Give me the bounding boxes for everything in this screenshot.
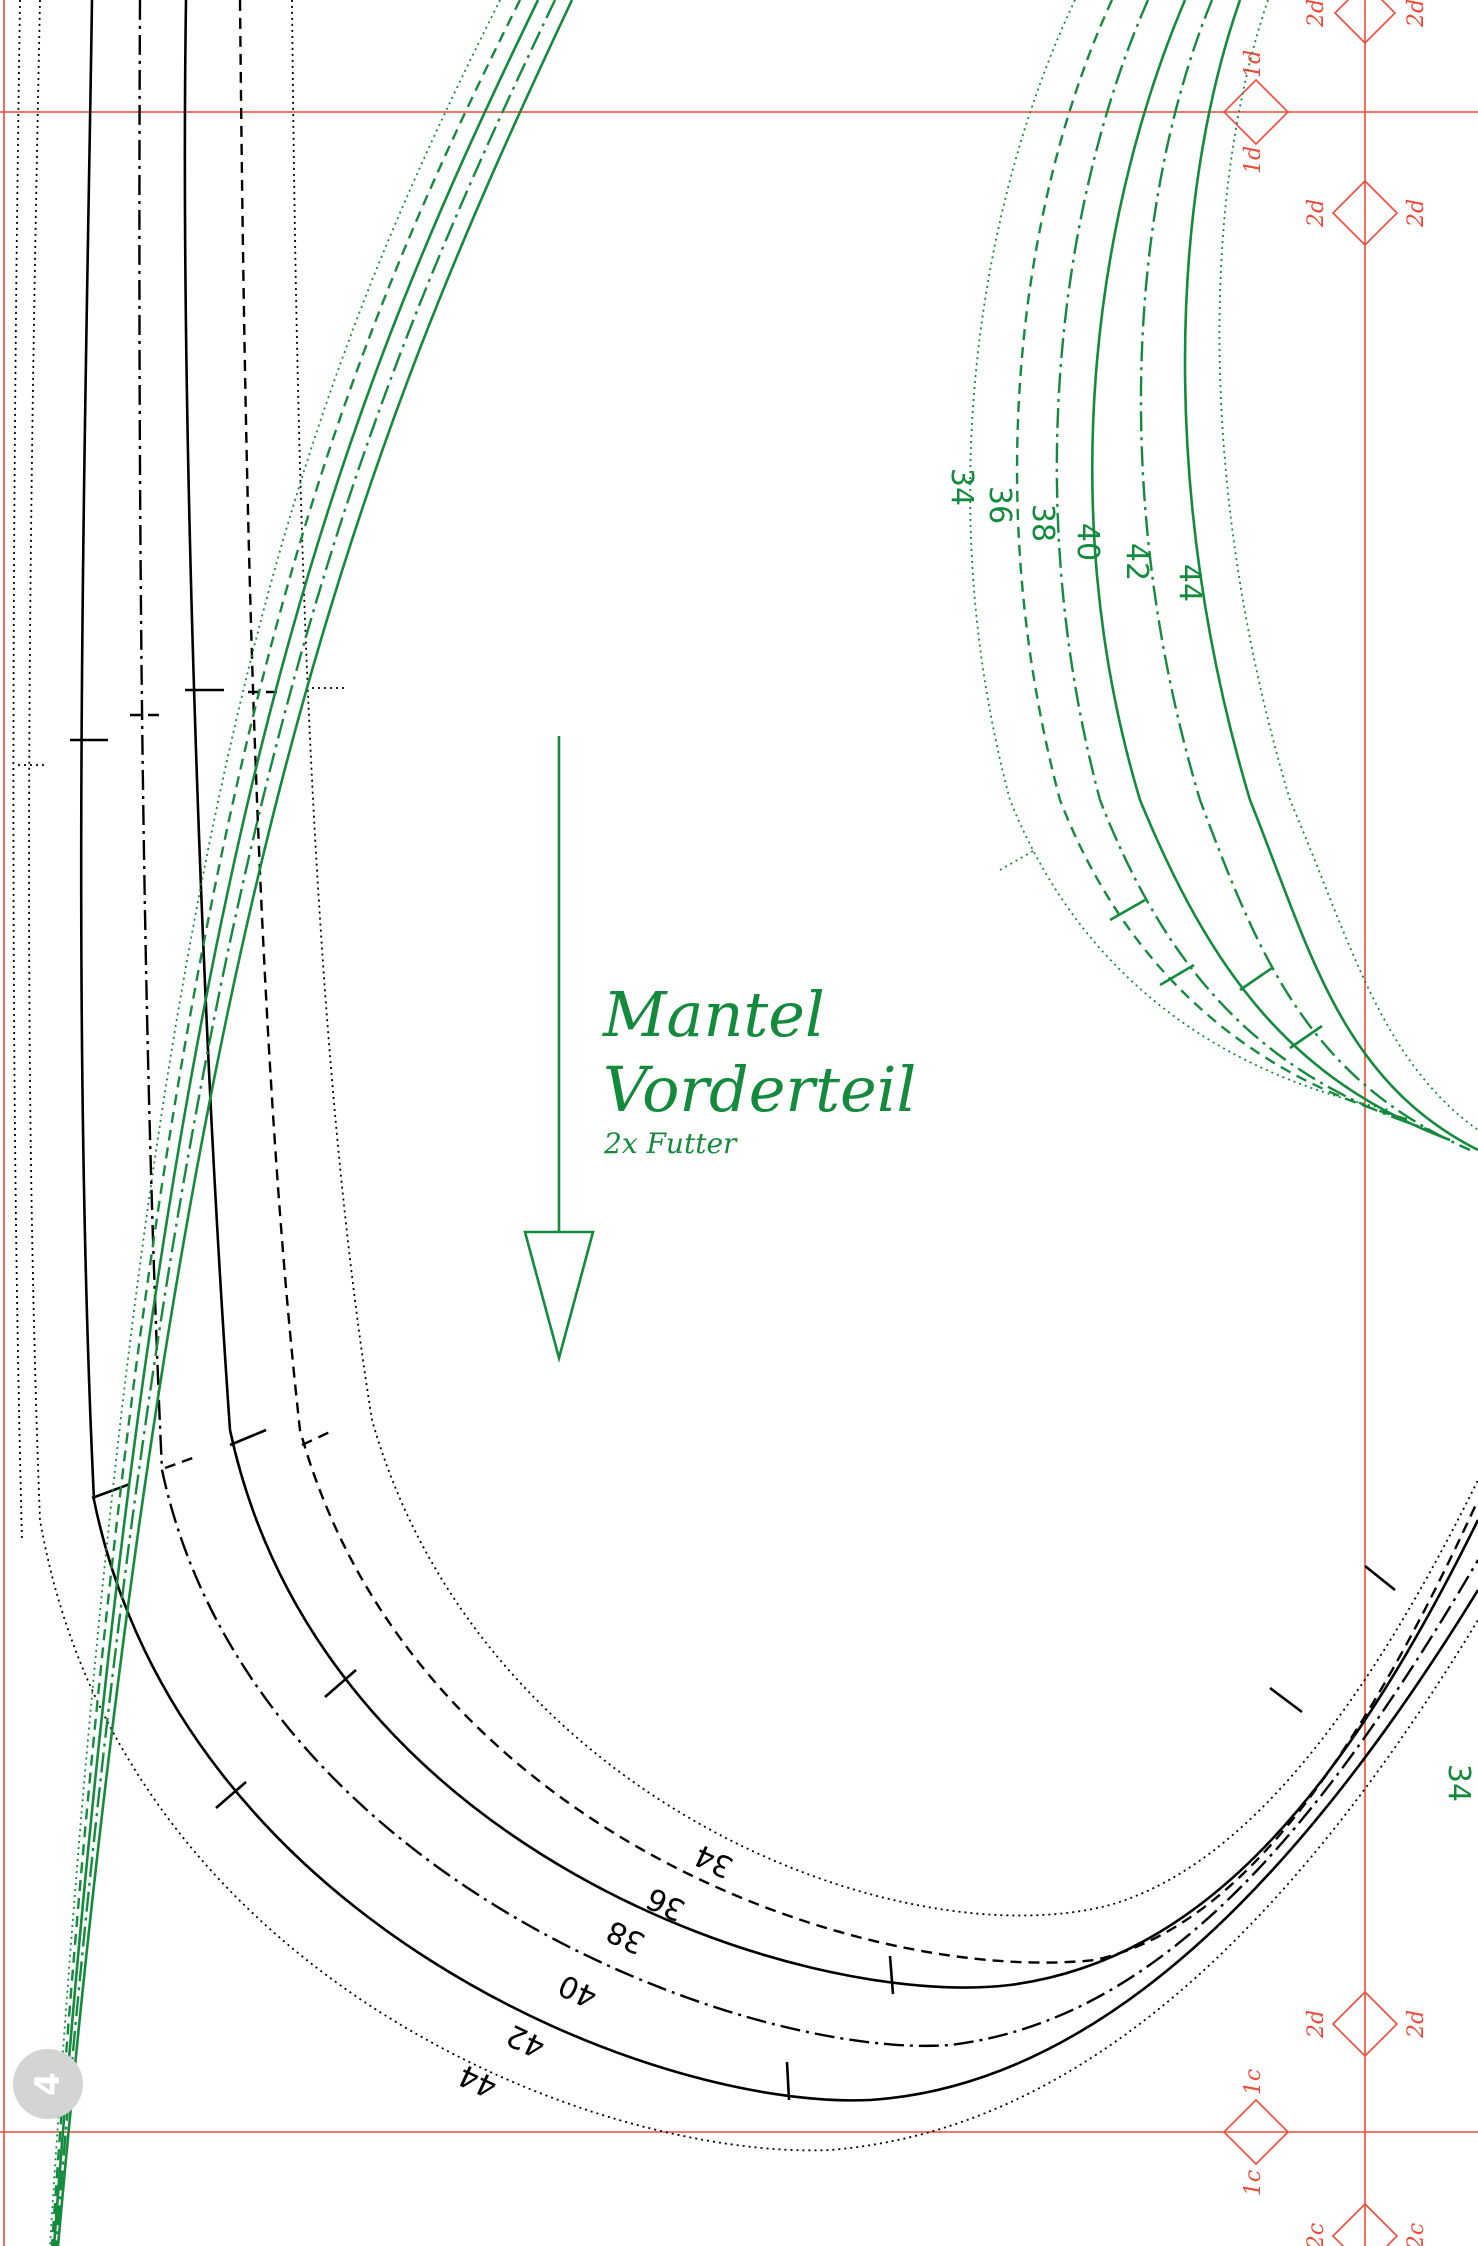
notch-mark — [890, 1956, 893, 1994]
green-size-label-44: 44 — [1172, 564, 1207, 602]
green-line-size-44 — [1185, 0, 1478, 1150]
mark-label-2c-right: 2c — [1404, 2223, 1429, 2246]
green-size-label-42: 42 — [1119, 543, 1154, 581]
green-diagonal-line — [56, 0, 555, 2246]
black-size-label-40: 40 — [553, 1967, 602, 2015]
mark-label-2d-top-left: 2d — [1304, 0, 1329, 28]
notch-mark — [230, 1430, 266, 1445]
notch-mark — [787, 2062, 789, 2100]
black-size-label-42: 42 — [501, 2017, 550, 2065]
notch-mark — [1000, 850, 1035, 870]
mark-label-2c-left: 2c — [1304, 2223, 1329, 2246]
green-size-label-34: 34 — [944, 468, 979, 506]
green-size-lines: 34 36 38 40 42 44 34 Mantel Vorderteil 2… — [50, 0, 1478, 2246]
notch-mark — [1240, 968, 1272, 990]
green-size-label-40: 40 — [1070, 523, 1105, 561]
notch-mark — [1290, 1026, 1322, 1048]
notch-mark — [1160, 965, 1194, 985]
notch-mark — [165, 1456, 198, 1468]
black-line-size-38 — [185, 0, 1478, 1988]
notch-mark — [1365, 1566, 1395, 1590]
page-number-badge: 4 — [13, 2049, 83, 2119]
mark-label-1c-upper: 1c — [1241, 2069, 1266, 2095]
mark-label-2d-lower-left: 2d — [1304, 2010, 1329, 2039]
black-size-label-44: 44 — [453, 2057, 502, 2105]
mark-label-1c-lower: 1c — [1241, 2170, 1266, 2196]
black-size-label-36: 36 — [641, 1880, 690, 1928]
piece-title-line1: Mantel — [602, 978, 825, 1051]
green-edge-size-label: 34 — [1441, 1764, 1476, 1802]
mark-label-2d-lower-right: 2d — [1404, 2010, 1429, 2039]
mark-label-2d-top-right: 2d — [1404, 0, 1429, 28]
notch-mark — [1270, 1688, 1302, 1712]
green-size-label-36: 36 — [982, 486, 1017, 524]
green-diagonal-line — [50, 0, 500, 2246]
black-line-inner-guide — [13, 0, 22, 1540]
piece-title-line2: Vorderteil — [603, 1053, 916, 1126]
notch-mark — [302, 1430, 334, 1445]
piece-subtitle: 2x Futter — [603, 1127, 738, 1160]
black-line-size-34 — [292, 0, 1478, 1916]
mark-label-1d-upper: 1d — [1241, 50, 1266, 78]
green-diagonal-line — [52, 0, 520, 2246]
mark-label-1d-lower: 1d — [1241, 146, 1266, 174]
black-size-label-34: 34 — [689, 1837, 738, 1885]
mark-label-2d-upper-left: 2d — [1304, 199, 1329, 228]
green-line-size-34 — [970, 0, 1390, 1110]
black-line-size-36 — [240, 0, 1478, 1963]
black-size-label-38: 38 — [601, 1913, 650, 1961]
page-number-label: 4 — [28, 2072, 68, 2096]
grain-arrow-head — [525, 1232, 593, 1358]
green-size-label-38: 38 — [1025, 504, 1060, 542]
mark-label-2d-upper-right: 2d — [1404, 199, 1429, 228]
green-diagonal-line — [58, 0, 572, 2246]
notch-mark — [92, 1484, 130, 1498]
